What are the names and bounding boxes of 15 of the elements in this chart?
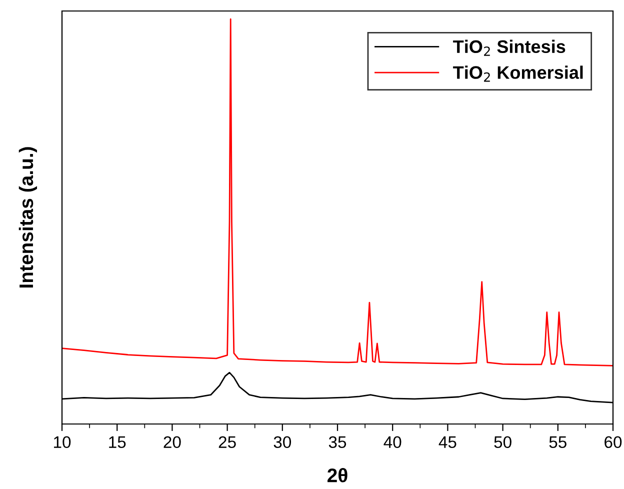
x-tick-label: 40 — [384, 436, 402, 448]
x-tick-label: 50 — [494, 436, 512, 448]
legend-label: TiO$_{2}$ Sintesis — [453, 40, 566, 56]
x-tick-label: 25 — [218, 436, 236, 448]
x-tick-label: 60 — [604, 436, 622, 448]
x-tick-label: 30 — [274, 436, 292, 448]
x-tick-label: 10 — [54, 436, 71, 448]
y-axis-title: Intensitas (a.u.) — [18, 147, 37, 288]
x-tick-label: 35 — [328, 436, 346, 448]
x-tick-label: 20 — [164, 436, 181, 448]
x-axis-title: 2θ — [328, 468, 348, 482]
x-tick-label: 45 — [438, 436, 456, 448]
x-tick-label: 55 — [549, 436, 566, 448]
x-tick-label: 15 — [109, 436, 126, 448]
legend-label: TiO$_{2}$ Komersial — [453, 66, 583, 82]
